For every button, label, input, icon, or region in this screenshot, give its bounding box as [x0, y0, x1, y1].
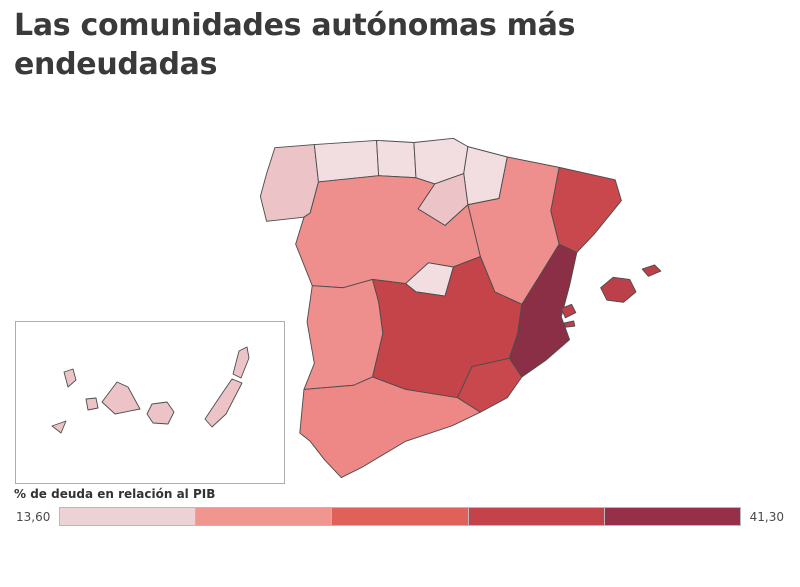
spain-mainland-map	[259, 137, 662, 479]
island-la-gomera[interactable]	[85, 397, 99, 411]
island-gran-canaria[interactable]	[146, 401, 175, 425]
island-tenerife[interactable]	[101, 381, 141, 415]
legend-segment-1	[60, 508, 197, 525]
legend-color-scale	[59, 507, 741, 526]
legend-segment-4	[468, 508, 605, 525]
island-la-palma[interactable]	[63, 368, 77, 388]
island-lanzarote[interactable]	[232, 346, 250, 379]
canary-islands-inset-box	[15, 321, 285, 484]
region-baleares-formentera[interactable]	[563, 320, 576, 328]
region-asturias[interactable]	[313, 139, 380, 183]
legend-title: % de deuda en relación al PIB	[14, 487, 216, 501]
legend: 13,60 41,30	[16, 507, 784, 526]
legend-segment-5	[604, 508, 740, 525]
legend-min-label: 13,60	[16, 509, 51, 524]
page-title: Las comunidades autónomas más endeudadas	[14, 8, 576, 82]
island-fuerteventura[interactable]	[204, 378, 243, 428]
region-andalucia[interactable]	[299, 376, 481, 479]
region-valencia[interactable]	[508, 243, 578, 378]
region-cantabria[interactable]	[376, 139, 417, 179]
region-extremadura[interactable]	[303, 278, 384, 390]
region-baleares-menorca[interactable]	[641, 264, 662, 277]
region-cataluna[interactable]	[550, 166, 622, 253]
legend-segment-2	[196, 508, 333, 525]
legend-segment-3	[332, 508, 469, 525]
region-galicia[interactable]	[259, 144, 319, 222]
legend-max-label: 41,30	[749, 509, 784, 524]
island-el-hierro[interactable]	[51, 420, 67, 434]
region-baleares-ibiza[interactable]	[560, 303, 577, 319]
canary-islands-map	[51, 346, 250, 434]
region-baleares-mallorca[interactable]	[600, 276, 637, 303]
